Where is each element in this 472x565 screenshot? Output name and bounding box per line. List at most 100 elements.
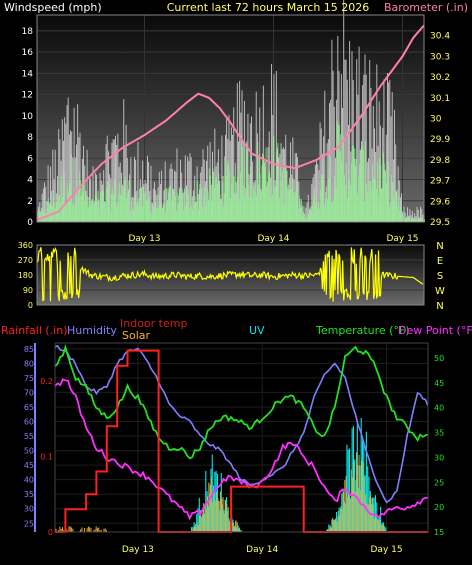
wind-average-bar bbox=[209, 169, 210, 222]
wind-average-bar bbox=[354, 148, 355, 222]
wind-average-bar bbox=[314, 188, 315, 222]
wind-average-bar bbox=[175, 196, 176, 222]
temperature-y-tick-label: 15 bbox=[434, 528, 444, 537]
wind-average-bar bbox=[329, 156, 330, 222]
wind-average-bar bbox=[262, 153, 263, 222]
wind-average-bar bbox=[384, 163, 385, 222]
wind-average-bar bbox=[400, 207, 401, 222]
humidity-y-tick-label: 50 bbox=[24, 447, 34, 456]
wind-average-bar bbox=[228, 161, 229, 222]
wind-average-bar bbox=[302, 216, 303, 222]
wind-average-bar bbox=[61, 176, 62, 222]
humidity-y-tick-label: 70 bbox=[24, 388, 34, 397]
wind-average-bar bbox=[379, 158, 380, 222]
wind-average-bar bbox=[331, 202, 332, 222]
solar-bar bbox=[90, 528, 91, 532]
wind-average-bar bbox=[249, 197, 250, 222]
wind-average-bar bbox=[421, 218, 422, 222]
wind-average-bar bbox=[185, 206, 186, 222]
wind-average-bar bbox=[279, 198, 280, 222]
wind-average-bar bbox=[399, 210, 400, 222]
wind-average-bar bbox=[402, 213, 403, 222]
wind-average-bar bbox=[121, 196, 122, 222]
barometer-title: Barometer (.in) bbox=[384, 1, 468, 14]
wind-average-bar bbox=[344, 175, 345, 222]
wind-average-bar bbox=[263, 156, 264, 222]
wind-average-bar bbox=[157, 206, 158, 222]
wind-average-bar bbox=[333, 199, 334, 222]
wind-average-bar bbox=[319, 209, 320, 222]
wind-average-bar bbox=[41, 208, 42, 222]
wind-average-bar bbox=[101, 190, 102, 222]
direction-y-tick-label: 360 bbox=[18, 241, 33, 250]
wind-average-bar bbox=[140, 186, 141, 222]
wind-average-bar bbox=[128, 180, 129, 222]
wind-average-bar bbox=[63, 172, 64, 222]
wind-average-bar bbox=[256, 195, 257, 222]
climate-x-tick-label: Day 13 bbox=[122, 545, 154, 555]
wind-average-bar bbox=[39, 211, 40, 222]
wind-average-bar bbox=[54, 201, 55, 222]
wind-average-bar bbox=[68, 193, 69, 222]
wind-average-bar bbox=[326, 186, 327, 222]
wind-average-bar bbox=[280, 167, 281, 222]
wind-average-bar bbox=[382, 188, 383, 222]
temperature-y-tick-label: 40 bbox=[434, 404, 444, 413]
wind-average-bar bbox=[74, 206, 75, 222]
rain-y-tick-label: 0 bbox=[48, 528, 53, 537]
wind-average-bar bbox=[272, 195, 273, 222]
wind-average-bar bbox=[312, 205, 313, 222]
wind-average-bar bbox=[176, 211, 177, 222]
wind-average-bar bbox=[169, 187, 170, 222]
wind-average-bar bbox=[281, 180, 282, 222]
wind-average-bar bbox=[182, 189, 183, 222]
wind-average-bar bbox=[210, 176, 211, 222]
wind-average-bar bbox=[309, 211, 310, 222]
chart-main-title: Current last 72 hours March 15 2026 bbox=[167, 1, 370, 14]
wind-average-bar bbox=[138, 205, 139, 222]
wind-average-bar bbox=[285, 164, 286, 222]
wind-average-bar bbox=[164, 190, 165, 222]
compass-label: E bbox=[437, 256, 443, 267]
wind-average-bar bbox=[346, 164, 347, 222]
rain-y-tick-label: 0.1 bbox=[40, 452, 53, 461]
wind-average-bar bbox=[229, 170, 230, 222]
wind-average-bar bbox=[396, 192, 397, 222]
wind-average-bar bbox=[418, 217, 419, 222]
windspeed-bar bbox=[409, 209, 410, 222]
climate-x-tick-label: Day 15 bbox=[371, 545, 403, 555]
wind-average-bar bbox=[180, 187, 181, 222]
wind-average-bar bbox=[347, 198, 348, 222]
wind-average-bar bbox=[243, 186, 244, 222]
wind-average-bar bbox=[163, 204, 164, 222]
humidity-y-tick-label: 35 bbox=[24, 490, 34, 499]
windspeed-bar bbox=[389, 80, 390, 222]
wind-average-bar bbox=[236, 193, 237, 222]
wind-average-bar bbox=[60, 203, 61, 222]
wind-average-bar bbox=[287, 186, 288, 222]
wind-average-bar bbox=[214, 188, 215, 222]
wind-average-bar bbox=[53, 191, 54, 222]
wind-average-bar bbox=[261, 192, 262, 222]
wind-average-bar bbox=[372, 165, 373, 222]
wind-average-bar bbox=[303, 206, 304, 222]
windspeed-bar bbox=[363, 75, 364, 222]
legend-solar: Solar bbox=[122, 329, 151, 342]
solar-bar bbox=[98, 527, 99, 532]
wind-average-bar bbox=[124, 181, 125, 222]
wind-average-bar bbox=[152, 204, 153, 222]
wind-average-bar bbox=[387, 162, 388, 222]
wind-average-bar bbox=[266, 147, 267, 222]
wind-average-bar bbox=[73, 200, 74, 222]
wind-average-bar bbox=[276, 152, 277, 222]
wind-average-bar bbox=[75, 194, 76, 222]
wind-average-bar bbox=[87, 196, 88, 222]
barometer-y-tick-label: 30.3 bbox=[430, 52, 450, 62]
wind-average-bar bbox=[146, 200, 147, 222]
wind-average-bar bbox=[359, 164, 360, 222]
wind-average-bar bbox=[189, 208, 190, 222]
wind-average-bar bbox=[318, 202, 319, 222]
wind-average-bar bbox=[151, 214, 152, 222]
wind-average-bar bbox=[162, 208, 163, 222]
wind-average-bar bbox=[295, 192, 296, 222]
